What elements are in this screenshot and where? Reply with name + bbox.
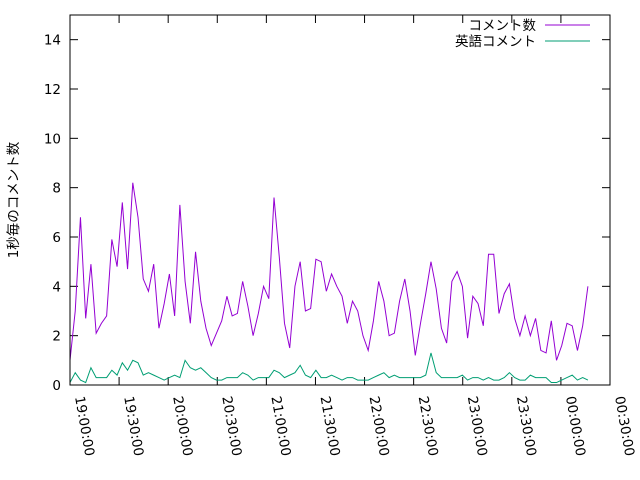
- x-tick-label: 00:00:00: [562, 395, 588, 457]
- series-lines: [69, 182, 589, 384]
- x-tick-label: 22:30:00: [415, 395, 441, 457]
- y-tick-label: 12: [44, 82, 61, 98]
- legend-label: 英語コメント: [455, 33, 536, 50]
- series-line-1: [69, 182, 589, 361]
- y-tick-label: 14: [44, 33, 61, 49]
- x-tick-label: 00:30:00: [611, 395, 637, 457]
- y-tick-label: 6: [52, 230, 61, 246]
- x-tick-label: 23:00:00: [464, 395, 490, 457]
- x-tick-label: 19:00:00: [71, 395, 97, 457]
- y-tick-label: 10: [44, 131, 61, 147]
- y-axis-label: 1秒毎のコメント数: [6, 141, 22, 258]
- axis-ticks: 0 2 4 6 8 10 12 14 19:00:00 19:30:00 20:00:00 20:30…: [44, 15, 637, 457]
- x-tick-label: 22:00:00: [366, 395, 392, 457]
- x-tick-label: 23:30:00: [513, 395, 539, 457]
- x-tick-label: 21:30:00: [317, 395, 343, 457]
- y-axis-label-text: 1秒毎のコメント数: [6, 141, 22, 258]
- x-tick-label: 19:30:00: [120, 395, 146, 457]
- y-tick-label: 8: [52, 181, 61, 197]
- y-tick-label: 0: [52, 378, 61, 394]
- y-tick-label: 2: [52, 329, 61, 345]
- y-tick-label: 4: [52, 279, 61, 295]
- legend-label: コメント数: [469, 18, 537, 34]
- series-line-2: [69, 352, 589, 384]
- plot-frame: [69, 14, 611, 386]
- x-tick-label: 20:30:00: [218, 395, 244, 457]
- x-tick-label: 20:00:00: [169, 395, 195, 457]
- x-tick-label: 21:00:00: [267, 395, 293, 457]
